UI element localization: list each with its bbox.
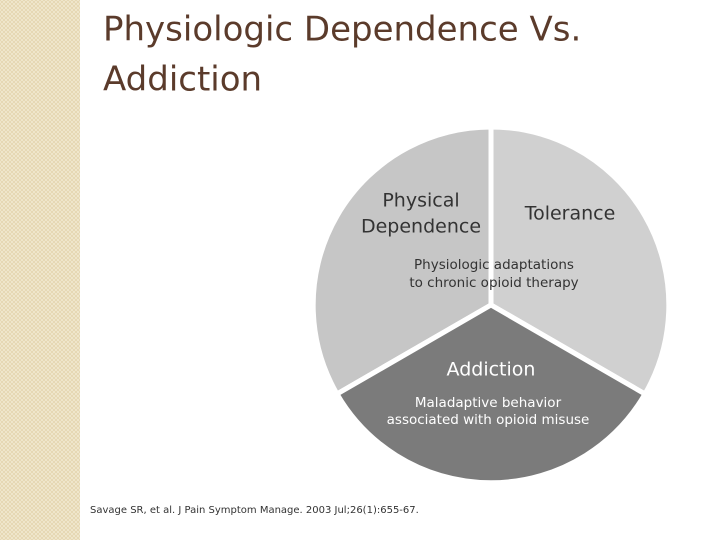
segment-label: Physical <box>382 190 459 212</box>
title-line: Addiction <box>103 60 262 100</box>
segment-label: Tolerance <box>524 203 616 225</box>
title-line: Physiologic Dependence Vs. <box>103 10 581 50</box>
segment-addiction <box>333 302 649 486</box>
title: Physiologic Dependence Vs. Addiction <box>103 10 581 100</box>
segment-physical-dependence <box>310 124 494 398</box>
description: Maladaptive behavior <box>415 395 562 411</box>
citation: Savage SR, et al. J Pain Symptom Manage.… <box>90 505 419 516</box>
description: Physiologic adaptations <box>414 257 574 273</box>
diagram <box>310 124 672 486</box>
segment-label: Dependence <box>361 216 481 238</box>
description: associated with opioid misuse <box>387 412 590 428</box>
side-strip <box>0 0 80 540</box>
description: to chronic opioid therapy <box>409 275 578 291</box>
segment-label: Addiction <box>447 359 536 381</box>
segment-tolerance <box>488 124 672 398</box>
